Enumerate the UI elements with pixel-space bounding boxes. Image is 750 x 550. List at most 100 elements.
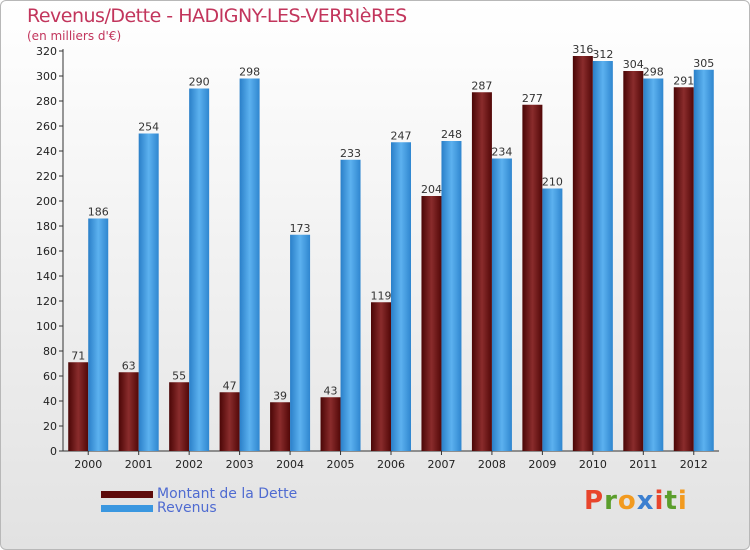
bar-revenus xyxy=(693,69,714,451)
y-tick-label: 100 xyxy=(36,320,57,333)
x-tick-label: 2010 xyxy=(579,458,607,471)
logo-letter: x xyxy=(636,486,655,516)
y-tick-label: 320 xyxy=(36,45,57,58)
bar-dette xyxy=(169,382,190,451)
x-tick-label: 2005 xyxy=(327,458,355,471)
logo-letter: o xyxy=(617,486,637,516)
bar-revenus xyxy=(643,78,664,451)
bar-dette xyxy=(68,362,89,451)
legend-swatch-revenus xyxy=(101,504,153,512)
bar-revenus xyxy=(491,158,512,451)
bar-revenus xyxy=(138,133,159,451)
bar-revenus xyxy=(340,159,361,451)
y-tick-label: 60 xyxy=(43,370,57,383)
data-label-dette: 39 xyxy=(273,389,287,402)
x-tick-label: 2008 xyxy=(478,458,506,471)
bar-revenus xyxy=(592,61,613,451)
data-label-dette: 304 xyxy=(623,58,644,71)
data-label-dette: 71 xyxy=(71,349,85,362)
bar-revenus xyxy=(391,142,411,451)
data-label-revenus: 173 xyxy=(290,222,311,235)
data-label-dette: 119 xyxy=(371,289,392,302)
bar-dette xyxy=(623,71,644,451)
y-tick-label: 0 xyxy=(50,445,57,458)
data-label-revenus: 254 xyxy=(138,121,159,134)
data-label-revenus: 298 xyxy=(239,66,260,79)
x-tick-label: 2004 xyxy=(276,458,304,471)
chart-subtitle: (en milliers d'€) xyxy=(27,29,122,43)
y-tick-label: 40 xyxy=(43,395,57,408)
data-label-revenus: 305 xyxy=(693,57,714,70)
x-tick-label: 2000 xyxy=(74,458,102,471)
y-tick-label: 160 xyxy=(36,245,57,258)
bar-dette xyxy=(673,87,694,451)
bar-dette xyxy=(421,196,442,451)
x-tick-label: 2001 xyxy=(125,458,153,471)
x-tick-label: 2007 xyxy=(427,458,455,471)
legend-item-debt: Montant de la Dette xyxy=(101,486,298,502)
logo-letter: r xyxy=(604,486,618,516)
x-tick-label: 2006 xyxy=(377,458,405,471)
y-tick-label: 220 xyxy=(36,170,57,183)
data-label-dette: 291 xyxy=(673,74,694,87)
data-label-dette: 43 xyxy=(324,384,338,397)
data-label-dette: 47 xyxy=(223,379,237,392)
logo-letter: i xyxy=(677,486,688,516)
data-label-revenus: 210 xyxy=(542,176,563,189)
y-tick-label: 180 xyxy=(36,220,57,233)
bar-revenus xyxy=(88,218,109,451)
bar-dette xyxy=(522,104,543,451)
legend: Montant de la Dette Revenus xyxy=(101,486,298,516)
data-label-revenus: 248 xyxy=(441,128,462,141)
y-tick-label: 280 xyxy=(36,95,57,108)
legend-item-revenus: Revenus xyxy=(101,500,297,516)
data-label-revenus: 234 xyxy=(491,146,512,159)
bar-revenus xyxy=(189,88,210,451)
data-labels: 71 186 63 254 55 290 47 298 39 173 43 233 119 247 204 2… xyxy=(71,43,714,402)
logo-letter: i xyxy=(654,486,665,516)
data-label-dette: 277 xyxy=(522,92,543,105)
bar-revenus xyxy=(290,234,311,451)
bar-dette xyxy=(320,397,341,451)
x-tick-label: 2012 xyxy=(680,458,708,471)
data-label-revenus: 298 xyxy=(643,66,664,79)
y-tick-label: 140 xyxy=(36,270,57,283)
bar-revenus xyxy=(542,188,563,451)
y-tick-label: 200 xyxy=(36,195,57,208)
x-tick-label: 2002 xyxy=(175,458,203,471)
logo-letter: P xyxy=(584,486,605,516)
data-label-dette: 316 xyxy=(572,43,593,56)
data-label-dette: 287 xyxy=(471,79,492,92)
bar-dette xyxy=(471,92,492,451)
bar-revenus xyxy=(441,141,462,451)
bar-revenus xyxy=(239,78,260,451)
bar-dette xyxy=(270,402,291,451)
logo-letter: t xyxy=(664,486,678,516)
data-label-dette: 55 xyxy=(172,369,186,382)
data-label-dette: 63 xyxy=(122,359,136,372)
data-label-revenus: 186 xyxy=(88,206,109,219)
y-tick-label: 260 xyxy=(36,120,57,133)
bar-dette xyxy=(219,392,240,451)
y-tick-label: 300 xyxy=(36,70,57,83)
y-tick-label: 80 xyxy=(43,345,57,358)
bar-dette xyxy=(371,302,391,451)
x-tick-label: 2011 xyxy=(629,458,657,471)
bar-dette xyxy=(118,372,139,451)
x-tick-label: 2009 xyxy=(528,458,556,471)
bar-dette xyxy=(572,56,593,451)
y-tick-label: 20 xyxy=(43,420,57,433)
legend-swatch-debt xyxy=(101,490,153,498)
y-tick-label: 120 xyxy=(36,295,57,308)
bars xyxy=(68,56,714,451)
proxiti-logo: Proxiti xyxy=(584,486,688,516)
x-tick-label: 2003 xyxy=(226,458,254,471)
data-label-revenus: 312 xyxy=(592,48,613,61)
chart-title: Revenus/Dette - HADIGNY-LES-VERRIèRES xyxy=(27,5,407,27)
legend-label-revenus: Revenus xyxy=(157,500,217,516)
data-label-dette: 204 xyxy=(421,183,442,196)
legend-label-debt: Montant de la Dette xyxy=(157,486,298,502)
data-label-revenus: 290 xyxy=(189,76,210,89)
